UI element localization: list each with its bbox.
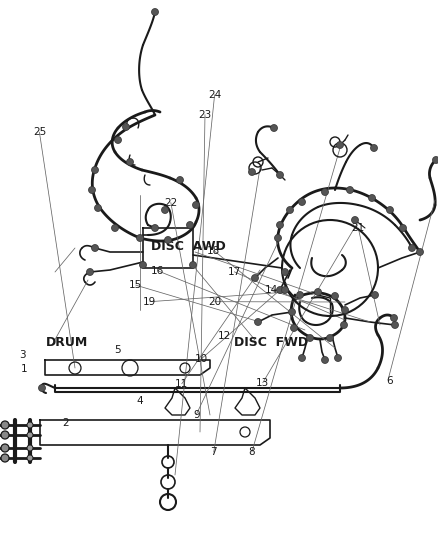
Circle shape [342,306,349,313]
Circle shape [275,235,282,241]
Text: 20: 20 [208,297,221,306]
Circle shape [346,187,353,193]
Circle shape [139,262,146,269]
Circle shape [27,445,33,451]
Circle shape [368,195,375,201]
Circle shape [276,287,283,294]
Circle shape [95,205,102,212]
Circle shape [326,335,333,342]
Circle shape [112,224,119,231]
Circle shape [335,354,342,361]
Text: 14: 14 [265,286,278,295]
Circle shape [254,319,261,326]
Circle shape [321,189,328,196]
Text: 21: 21 [352,223,365,233]
Circle shape [1,431,9,439]
Circle shape [282,269,289,276]
Text: 5: 5 [114,345,121,354]
Circle shape [165,237,172,244]
Circle shape [114,136,121,143]
Circle shape [152,224,159,231]
Circle shape [86,269,93,276]
Circle shape [192,201,199,208]
Circle shape [432,157,438,164]
Circle shape [290,325,297,332]
Circle shape [1,444,9,452]
Circle shape [336,141,343,149]
Circle shape [371,292,378,298]
Circle shape [340,321,347,328]
Text: 9: 9 [193,410,200,419]
Circle shape [177,176,184,183]
Text: 15: 15 [129,280,142,290]
Circle shape [127,158,134,166]
Text: 16: 16 [151,266,164,276]
Text: DISC  FWD: DISC FWD [233,336,308,349]
Circle shape [152,9,159,15]
Circle shape [190,262,197,269]
Text: 25: 25 [33,127,46,137]
Circle shape [39,384,46,392]
Text: 13: 13 [256,378,269,387]
Text: 19: 19 [143,297,156,306]
Text: 23: 23 [198,110,212,119]
Text: 22: 22 [164,198,177,207]
Circle shape [187,222,194,229]
Text: 2: 2 [62,418,69,427]
Text: 3: 3 [19,350,26,360]
Text: 11: 11 [175,379,188,389]
Circle shape [371,144,378,151]
Text: 12: 12 [218,331,231,341]
Circle shape [386,206,393,214]
Circle shape [289,309,296,316]
Circle shape [307,335,314,342]
Circle shape [88,187,95,193]
Circle shape [297,292,304,298]
Text: 10: 10 [195,354,208,364]
Circle shape [162,206,169,214]
Circle shape [299,198,305,206]
Circle shape [1,454,9,462]
Circle shape [276,222,283,229]
Circle shape [282,287,289,294]
Circle shape [92,245,99,252]
Circle shape [27,455,33,461]
Text: 17: 17 [228,267,241,277]
Text: 18: 18 [207,246,220,255]
Circle shape [321,357,328,364]
Circle shape [299,354,305,361]
Circle shape [286,206,293,214]
Circle shape [92,166,99,174]
Circle shape [1,421,9,429]
Circle shape [27,432,33,438]
Circle shape [314,288,321,295]
Circle shape [399,224,406,231]
Text: 24: 24 [208,90,221,100]
Text: 8: 8 [248,447,255,457]
Circle shape [409,245,416,252]
Circle shape [392,321,399,328]
Circle shape [271,125,278,132]
Circle shape [391,314,398,321]
Text: 1: 1 [21,364,28,374]
Circle shape [123,124,130,131]
Circle shape [248,168,255,175]
Circle shape [251,274,258,281]
Text: DISC  AWD: DISC AWD [151,240,226,253]
Circle shape [276,172,283,179]
Text: DRUM: DRUM [46,336,88,349]
Circle shape [332,293,339,300]
Circle shape [417,248,424,255]
Circle shape [27,422,33,428]
Circle shape [137,235,144,241]
Text: 4: 4 [136,397,143,406]
Text: 7: 7 [210,447,217,457]
Text: 6: 6 [386,376,393,386]
Circle shape [352,216,358,223]
